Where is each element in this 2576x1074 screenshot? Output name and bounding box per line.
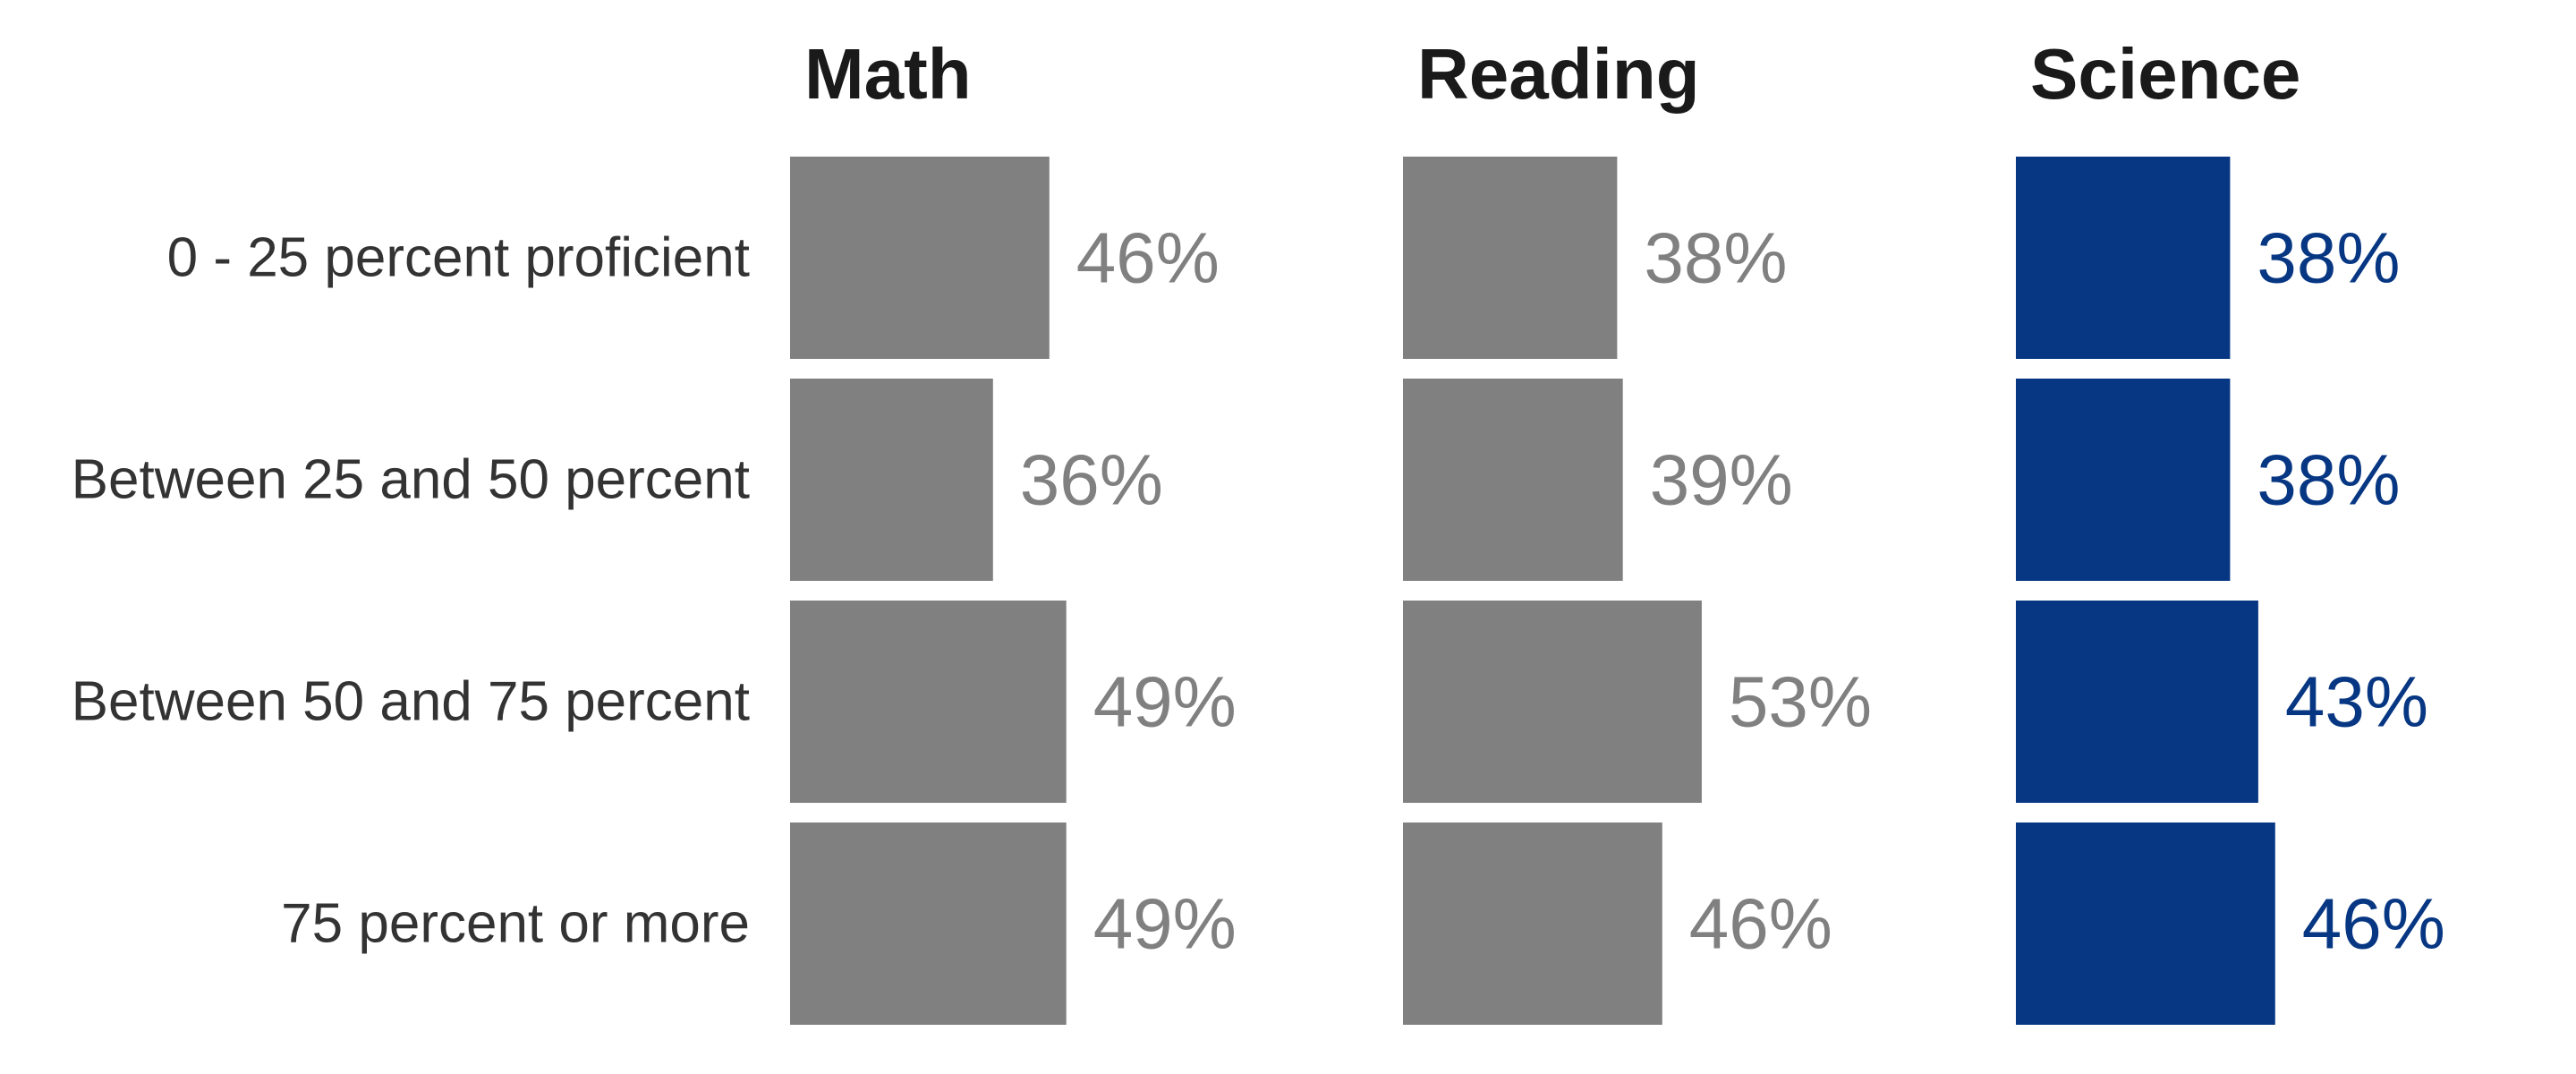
bar-math-2 <box>790 379 993 581</box>
panel-title-science: Science <box>2030 34 2300 114</box>
value-label-math-3: 49% <box>1093 662 1237 742</box>
panel-math: Math 46% 36% 49% 49% <box>790 34 1237 1025</box>
value-label-science-2: 38% <box>2257 440 2400 520</box>
value-label-reading-3: 53% <box>1729 662 1872 742</box>
value-label-science-4: 46% <box>2302 884 2445 964</box>
value-label-science-3: 43% <box>2285 662 2428 742</box>
bar-math-3 <box>790 601 1067 803</box>
bar-reading-1 <box>1403 157 1618 359</box>
category-label-75-percent-or-more: 75 percent or more <box>281 893 750 955</box>
value-label-math-2: 36% <box>1020 440 1163 520</box>
bar-reading-4 <box>1403 823 1662 1025</box>
panel-title-reading: Reading <box>1417 34 1700 114</box>
value-label-reading-1: 38% <box>1644 218 1787 298</box>
panels: Math46%36%49%49%Reading38%39%53%46%Scien… <box>790 34 2445 1025</box>
bar-reading-3 <box>1403 601 1702 803</box>
bar-reading-2 <box>1403 379 1623 581</box>
category-label-between-50-and-75-percent: Between 50 and 75 percent <box>72 671 750 733</box>
bar-science-2 <box>2016 379 2231 581</box>
panel-science: Science 38% 38% 43% 46% <box>2016 34 2445 1025</box>
bar-math-1 <box>790 157 1050 359</box>
category-label-between-25-and-50-percent: Between 25 and 50 percent <box>72 449 750 511</box>
bar-science-4 <box>2016 823 2275 1025</box>
value-label-reading-4: 46% <box>1689 884 1832 964</box>
bar-science-1 <box>2016 157 2231 359</box>
bar-math-4 <box>790 823 1067 1025</box>
panel-reading: Reading 38% 39% 53% 46% <box>1403 34 1872 1025</box>
value-label-math-1: 46% <box>1076 218 1220 298</box>
bar-science-3 <box>2016 601 2258 803</box>
category-labels: 0 - 25 percent proficient Between 25 and … <box>72 227 750 955</box>
value-label-reading-2: 39% <box>1650 440 1793 520</box>
panel-title-math: Math <box>804 34 972 114</box>
value-label-math-4: 49% <box>1093 884 1237 964</box>
value-label-science-1: 38% <box>2257 218 2400 298</box>
category-label-0-25-percent-proficient: 0 - 25 percent proficient <box>167 227 750 289</box>
